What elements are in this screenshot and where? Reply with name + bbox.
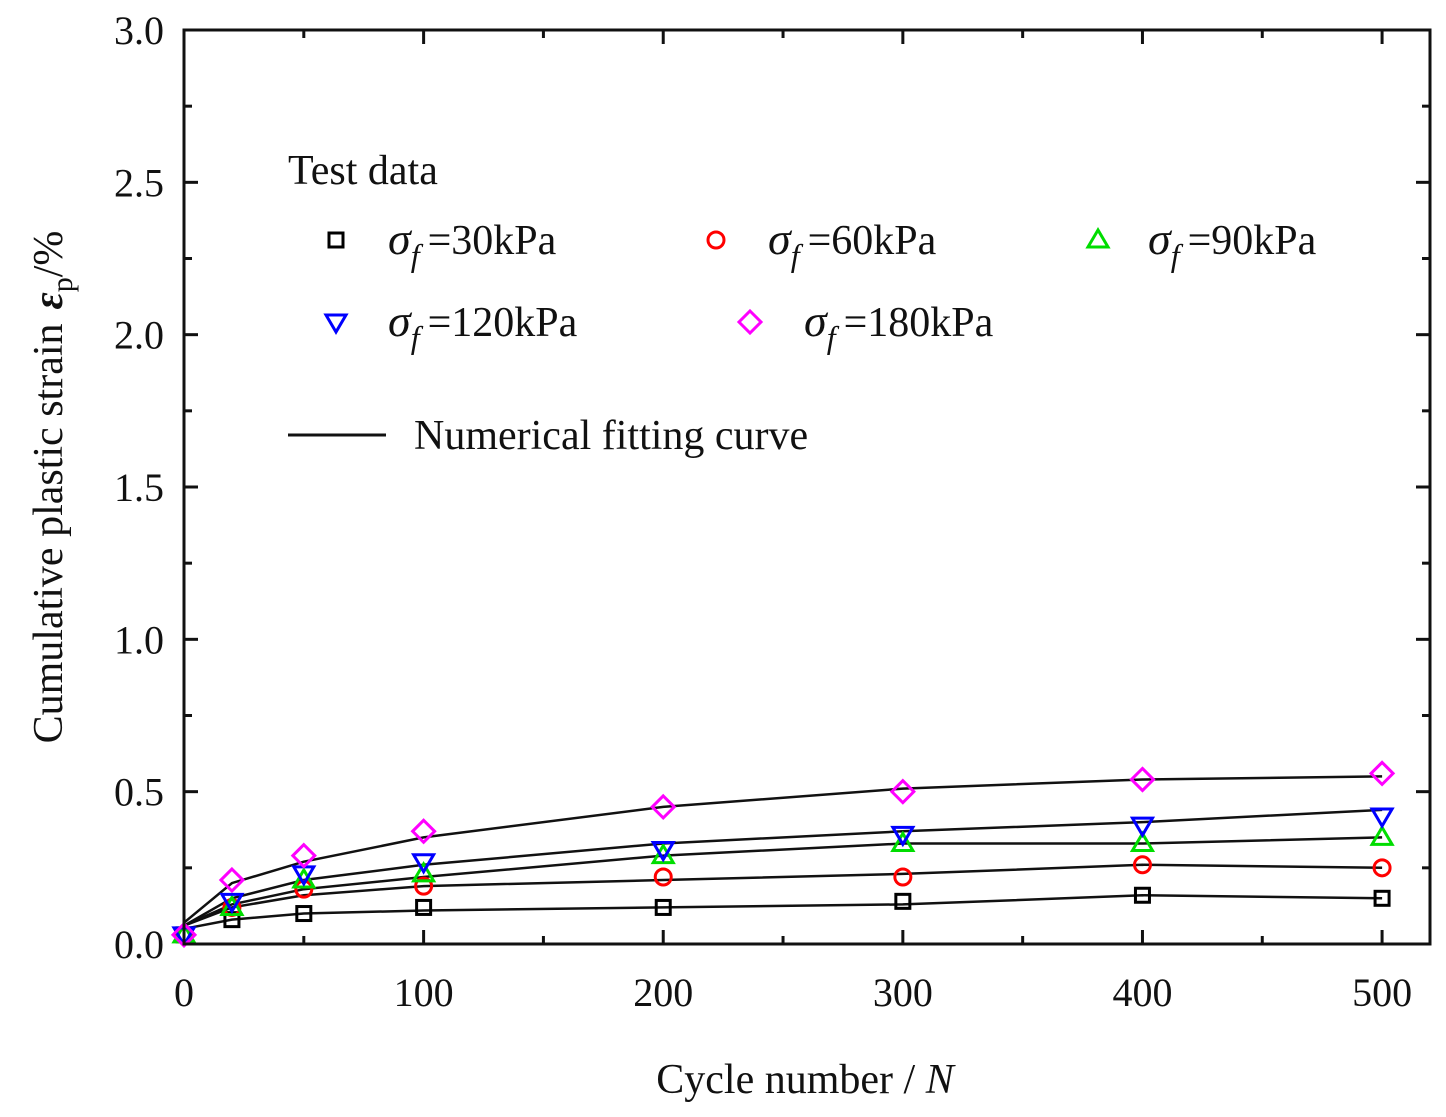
y-tick-label: 1.5: [114, 465, 164, 510]
legend-sigma: σ: [388, 213, 413, 264]
legend-marker-3: [1085, 227, 1111, 249]
legend-label-4: σf =120kPa: [388, 295, 578, 355]
y-tick-label: 3.0: [114, 8, 164, 53]
data-point-series-4: [890, 825, 916, 848]
data-point-series-1: [654, 898, 672, 916]
data-point-series-3: [1129, 830, 1156, 852]
data-point-series-4: [1129, 816, 1156, 839]
fit-curve-1: [183, 894, 1383, 931]
data-point-series-4: [219, 892, 245, 915]
y-tick-label: 1.0: [114, 617, 164, 662]
data-point-series-5: [1129, 766, 1156, 793]
data-point-series-5: [170, 921, 198, 948]
data-point-series-1: [1133, 886, 1151, 904]
y-axis-title-sub: p: [46, 277, 79, 292]
x-tick-label: 0: [174, 970, 194, 1015]
y-axis-title-text: Cumulative plastic strain: [26, 323, 72, 743]
legend-entry-1: σf =30kPa: [327, 213, 557, 273]
data-point-series-2: [1132, 855, 1152, 875]
y-tick-label: 0.0: [114, 922, 164, 967]
data-markers: [170, 760, 1396, 948]
legend-value: =120kPa: [428, 300, 578, 346]
data-point-series-1: [295, 905, 313, 923]
data-point-series-5: [290, 842, 317, 869]
legend-entry-4: σf =120kPa: [323, 295, 578, 355]
fit-curve-4: [183, 808, 1383, 927]
x-tick-label: 500: [1352, 970, 1412, 1015]
x-axis-title: Cycle number / N: [656, 1057, 955, 1103]
legend-value: =90kPa: [1188, 218, 1317, 264]
legend-marker-2: [706, 230, 726, 250]
data-point-series-3: [410, 860, 437, 883]
legend-marker-5: [736, 308, 764, 336]
data-point-series-3: [219, 894, 245, 916]
legend-value: =30kPa: [428, 218, 557, 264]
data-point-series-2: [893, 867, 913, 887]
data-point-series-5: [218, 866, 246, 894]
y-axis-title-symbol: ε: [26, 292, 72, 309]
legend-header: Test data: [288, 148, 438, 194]
data-point-series-3: [1369, 824, 1395, 846]
data-point-series-2: [1372, 858, 1392, 878]
x-axis-title-var: N: [925, 1057, 956, 1103]
fit-curve-3: [183, 836, 1383, 927]
legend-label-1: σf =30kPa: [388, 213, 557, 273]
legend-sub: f: [411, 319, 424, 355]
fit-curves: [183, 775, 1383, 931]
legend-sigma: σ: [1148, 213, 1173, 264]
fit-curve-2: [183, 863, 1383, 927]
y-tick-label: 0.5: [114, 770, 164, 815]
x-axis-title-text: Cycle number /: [656, 1057, 925, 1103]
x-tick-label: 400: [1112, 970, 1172, 1015]
data-point-series-2: [414, 876, 434, 896]
legend-fit-label: Numerical fitting curve: [414, 413, 808, 459]
legend-sub: f: [1171, 237, 1184, 273]
data-point-series-3: [650, 842, 676, 865]
data-point-series-5: [410, 818, 437, 845]
x-tick-label: 200: [633, 970, 693, 1015]
data-point-series-4: [650, 841, 676, 863]
y-tick-label: 2.0: [114, 313, 164, 358]
y-axis-title: Cumulative plastic strain εp/%: [26, 231, 79, 744]
tick-labels: 0 100 200 300 400 500 0.0 0.5 1.0 1.5 2.0 2.5 3.0: [114, 8, 1412, 1015]
plot-frame: [182, 28, 1432, 946]
legend-marker-4: [323, 313, 349, 335]
data-point-series-2: [653, 867, 673, 887]
data-point-series-3: [890, 830, 916, 852]
y-tick-label: 2.5: [114, 160, 164, 205]
x-tick-label: 100: [394, 970, 454, 1015]
legend-sigma: σ: [768, 213, 793, 264]
data-point-series-3: [291, 867, 317, 889]
legend-sigma: σ: [388, 295, 413, 346]
y-axis-title-unit: /%: [26, 231, 72, 278]
legend-sub: f: [827, 319, 840, 355]
legend-value: =60kPa: [808, 218, 937, 264]
data-point-series-1: [894, 892, 912, 910]
legend-entry-5: σf =180kPa: [736, 295, 994, 355]
data-point-series-1: [1373, 889, 1391, 907]
data-point-series-1: [415, 898, 433, 916]
x-tick-label: 300: [873, 970, 933, 1015]
legend-sub: f: [411, 237, 424, 273]
data-point-series-4: [410, 853, 437, 875]
legend-label-5: σf =180kPa: [804, 295, 994, 355]
legend-sub: f: [791, 237, 804, 273]
legend-sigma: σ: [804, 295, 829, 346]
legend-entry-2: σf =60kPa: [706, 213, 937, 273]
data-point-series-4: [1369, 807, 1395, 829]
legend-label-3: σf =90kPa: [1148, 213, 1317, 273]
legend-entry-3: σf =90kPa: [1085, 213, 1317, 273]
legend-label-2: σf =60kPa: [768, 213, 937, 273]
legend-value: =180kPa: [844, 300, 994, 346]
data-point-series-5: [1368, 760, 1396, 787]
data-point-series-5: [889, 778, 916, 805]
legend-marker-1: [327, 231, 345, 249]
data-point-series-5: [650, 793, 677, 821]
